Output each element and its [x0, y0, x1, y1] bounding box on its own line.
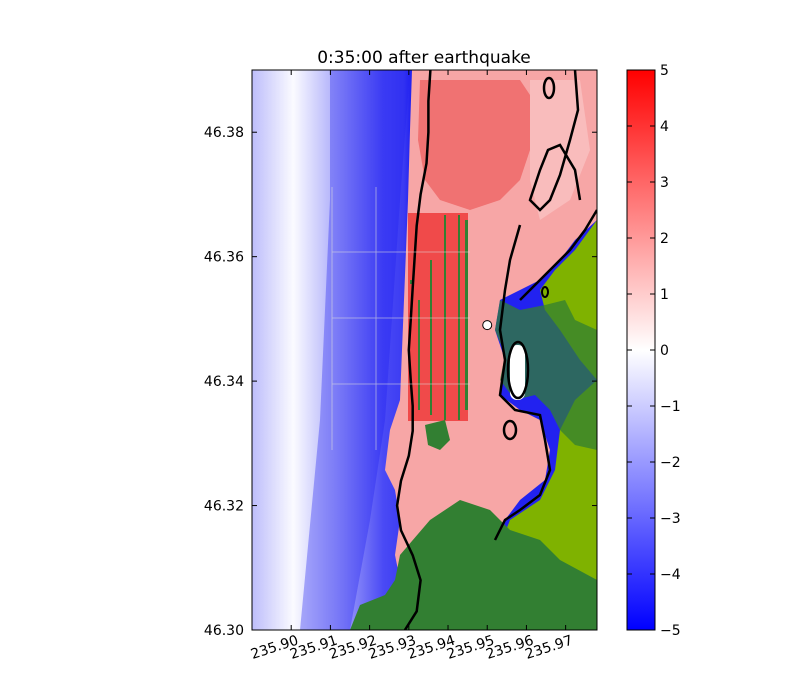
south-land-green — [425, 420, 450, 450]
upper-right-pink — [530, 80, 590, 220]
y-tick-label: 46.32 — [204, 499, 244, 515]
colorbar-tick-label: 0 — [660, 343, 669, 359]
land-region-dark — [350, 500, 597, 630]
gridlines — [331, 187, 470, 450]
contour-small-3 — [541, 286, 549, 298]
y-tick-label: 46.34 — [204, 374, 244, 390]
colorbar-tick-label: 2 — [660, 231, 669, 247]
y-tick-label: 46.38 — [204, 125, 244, 141]
colorbar-tick-label: 5 — [660, 63, 669, 79]
y-tick-label: 46.36 — [204, 250, 244, 266]
gauge-marker — [482, 320, 493, 331]
plot-frame — [251, 69, 598, 631]
contour-east-2 — [493, 224, 552, 541]
plot-area — [252, 70, 597, 630]
land-region-yellowgreen — [500, 220, 597, 600]
colorbar-tick-label: −3 — [660, 511, 681, 527]
contour-east-1 — [528, 70, 582, 212]
colorbar-tick-label: −5 — [660, 623, 681, 639]
contour-small-1 — [542, 76, 556, 100]
y-axis: 46.30 46.32 46.34 46.36 46.38 — [204, 125, 597, 639]
colorbar-tick-label: −1 — [660, 399, 681, 415]
colorbar-tick-label: −4 — [660, 567, 681, 583]
y-tick-label: 46.30 — [204, 623, 244, 639]
colorbar-tick-label: 1 — [660, 287, 669, 303]
contour-east-3 — [519, 209, 597, 301]
chart-title: 0:35:00 after earthquake — [317, 48, 531, 68]
colorbar-tick-label: 4 — [660, 119, 669, 135]
contour-small-2 — [502, 419, 518, 441]
colorbar-axis: 5 4 3 2 1 0 −1 −2 −3 −4 −5 — [627, 63, 681, 639]
inland-lake — [510, 345, 525, 400]
contour-lake — [506, 340, 530, 400]
land-region-mid — [495, 300, 597, 450]
town-grid-vegetation — [410, 215, 468, 420]
sea-deep-band — [300, 70, 410, 630]
colorbar-tick-label: −2 — [660, 455, 681, 471]
high-elevation-blob — [418, 80, 540, 210]
colorbar-tick-label: 3 — [660, 175, 669, 191]
shoreline-contour — [395, 70, 432, 630]
